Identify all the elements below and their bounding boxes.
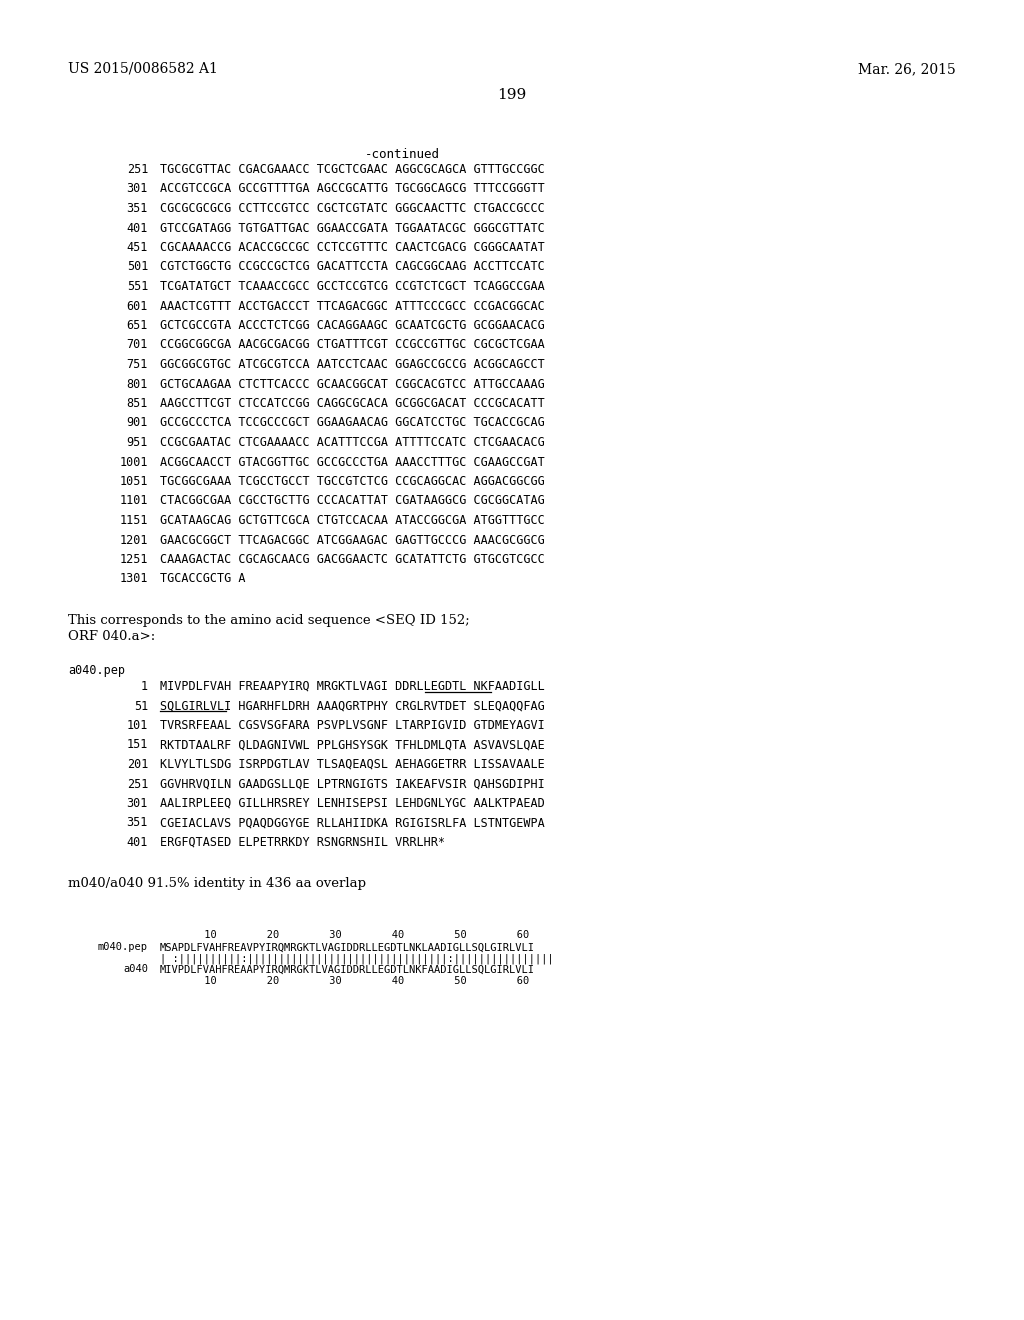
Text: 1151: 1151 xyxy=(120,513,148,527)
Text: 951: 951 xyxy=(127,436,148,449)
Text: 651: 651 xyxy=(127,319,148,333)
Text: 251: 251 xyxy=(127,162,148,176)
Text: SQLGIRLVLI HGARHFLDRH AAAQGRTPHY CRGLRVTDET SLEQAQQFAG: SQLGIRLVLI HGARHFLDRH AAAQGRTPHY CRGLRVT… xyxy=(160,700,545,713)
Text: 451: 451 xyxy=(127,242,148,253)
Text: GTCCGATAGG TGTGATTGAC GGAACCGATA TGGAATACGC GGGCGTTATC: GTCCGATAGG TGTGATTGAC GGAACCGATA TGGAATA… xyxy=(160,222,545,235)
Text: 351: 351 xyxy=(127,202,148,215)
Text: GAACGCGGCT TTCAGACGGC ATCGGAAGAC GAGTTGCCCG AAACGCGGCG: GAACGCGGCT TTCAGACGGC ATCGGAAGAC GAGTTGC… xyxy=(160,533,545,546)
Text: 351: 351 xyxy=(127,817,148,829)
Text: AAACTCGTTT ACCTGACCCT TTCAGACGGC ATTTCCCGCC CCGACGGCAC: AAACTCGTTT ACCTGACCCT TTCAGACGGC ATTTCCC… xyxy=(160,300,545,313)
Text: 401: 401 xyxy=(127,836,148,849)
Text: CGCGCGCGCG CCTTCCGTCC CGCTCGTATC GGGCAACTTC CTGACCGCCC: CGCGCGCGCG CCTTCCGTCC CGCTCGTATC GGGCAAC… xyxy=(160,202,545,215)
Text: ERGFQTASED ELPETRRKDY RSNGRNSHIL VRRLHR*: ERGFQTASED ELPETRRKDY RSNGRNSHIL VRRLHR* xyxy=(160,836,445,849)
Text: 201: 201 xyxy=(127,758,148,771)
Text: CTACGGCGAA CGCCTGCTTG CCCACATTAT CGATAAGGCG CGCGGCATAG: CTACGGCGAA CGCCTGCTTG CCCACATTAT CGATAAG… xyxy=(160,495,545,507)
Text: 251: 251 xyxy=(127,777,148,791)
Text: 301: 301 xyxy=(127,797,148,810)
Text: 1251: 1251 xyxy=(120,553,148,566)
Text: GCTGCAAGAA CTCTTCACCC GCAACGGCAT CGGCACGTCC ATTGCCAAAG: GCTGCAAGAA CTCTTCACCC GCAACGGCAT CGGCACG… xyxy=(160,378,545,391)
Text: 1101: 1101 xyxy=(120,495,148,507)
Text: ORF 040.a>:: ORF 040.a>: xyxy=(68,630,156,643)
Text: 751: 751 xyxy=(127,358,148,371)
Text: MIVPDLFVAH FREAAPYIRQ MRGKTLVAGI DDRLLEGDTL NKFAADIGLL: MIVPDLFVAH FREAAPYIRQ MRGKTLVAGI DDRLLEG… xyxy=(160,680,545,693)
Text: 1201: 1201 xyxy=(120,533,148,546)
Text: a040.pep: a040.pep xyxy=(68,664,125,677)
Text: RKTDTAALRF QLDAGNIVWL PPLGHSYSGK TFHLDMLQTA ASVAVSLQAE: RKTDTAALRF QLDAGNIVWL PPLGHSYSGK TFHLDML… xyxy=(160,738,545,751)
Text: GGVHRVQILN GAADGSLLQE LPTRNGIGTS IAKEAFVSIR QAHSGDIPHI: GGVHRVQILN GAADGSLLQE LPTRNGIGTS IAKEAFV… xyxy=(160,777,545,791)
Text: TGCGCGTTAC CGACGAAACC TCGCTCGAAC AGGCGCAGCA GTTTGCCGGC: TGCGCGTTAC CGACGAAACC TCGCTCGAAC AGGCGCA… xyxy=(160,162,545,176)
Text: Mar. 26, 2015: Mar. 26, 2015 xyxy=(858,62,956,77)
Text: 151: 151 xyxy=(127,738,148,751)
Text: CGEIACLAVS PQAQDGGYGE RLLAHIIDKA RGIGISRLFA LSTNTGEWPA: CGEIACLAVS PQAQDGGYGE RLLAHIIDKA RGIGISR… xyxy=(160,817,545,829)
Text: CCGCGAATAC CTCGAAAACC ACATTTCCGA ATTTTCCATC CTCGAACACG: CCGCGAATAC CTCGAAAACC ACATTTCCGA ATTTTCC… xyxy=(160,436,545,449)
Text: 851: 851 xyxy=(127,397,148,411)
Text: | :||||||||||:||||||||||||||||||||||||||||||||:||||||||||||||||: | :||||||||||:||||||||||||||||||||||||||… xyxy=(160,953,554,964)
Text: KLVYLTLSDG ISRPDGTLAV TLSAQEAQSL AEHAGGETRR LISSAVAALE: KLVYLTLSDG ISRPDGTLAV TLSAQEAQSL AEHAGGE… xyxy=(160,758,545,771)
Text: 701: 701 xyxy=(127,338,148,351)
Text: GCATAAGCAG GCTGTTCGCA CTGTCCACAA ATACCGGCGA ATGGTTTGCC: GCATAAGCAG GCTGTTCGCA CTGTCCACAA ATACCGG… xyxy=(160,513,545,527)
Text: This corresponds to the amino acid sequence <SEQ ID 152;: This corresponds to the amino acid seque… xyxy=(68,614,470,627)
Text: GGCGGCGTGC ATCGCGTCCA AATCCTCAAC GGAGCCGCCG ACGGCAGCCT: GGCGGCGTGC ATCGCGTCCA AATCCTCAAC GGAGCCG… xyxy=(160,358,545,371)
Text: TVRSRFEAAL CGSVSGFARA PSVPLVSGNF LTARPIGVID GTDMEYAGVI: TVRSRFEAAL CGSVSGFARA PSVPLVSGNF LTARPIG… xyxy=(160,719,545,733)
Text: 551: 551 xyxy=(127,280,148,293)
Text: 10        20        30        40        50        60: 10 20 30 40 50 60 xyxy=(148,975,529,986)
Text: CAAAGACTAC CGCAGCAACG GACGGAACTC GCATATTCTG GTGCGTCGCC: CAAAGACTAC CGCAGCAACG GACGGAACTC GCATATT… xyxy=(160,553,545,566)
Text: TGCACCGCTG A: TGCACCGCTG A xyxy=(160,573,246,586)
Text: 199: 199 xyxy=(498,88,526,102)
Text: CGCAAAACCG ACACCGCCGC CCTCCGTTTC CAACTCGACG CGGGCAATAT: CGCAAAACCG ACACCGCCGC CCTCCGTTTC CAACTCG… xyxy=(160,242,545,253)
Text: 901: 901 xyxy=(127,417,148,429)
Text: TGCGGCGAAA TCGCCTGCCT TGCCGTCTCG CCGCAGGCAC AGGACGGCGG: TGCGGCGAAA TCGCCTGCCT TGCCGTCTCG CCGCAGG… xyxy=(160,475,545,488)
Text: 1001: 1001 xyxy=(120,455,148,469)
Text: CGTCTGGCTG CCGCCGCTCG GACATTCCTA CAGCGGCAAG ACCTTCCATC: CGTCTGGCTG CCGCCGCTCG GACATTCCTA CAGCGGC… xyxy=(160,260,545,273)
Text: 101: 101 xyxy=(127,719,148,733)
Text: GCCGCCCTCA TCCGCCCGCT GGAAGAACAG GGCATCCTGC TGCACCGCAG: GCCGCCCTCA TCCGCCCGCT GGAAGAACAG GGCATCC… xyxy=(160,417,545,429)
Text: 10        20        30        40        50        60: 10 20 30 40 50 60 xyxy=(148,929,529,940)
Text: -continued: -continued xyxy=(365,148,440,161)
Text: 1051: 1051 xyxy=(120,475,148,488)
Text: ACCGTCCGCA GCCGTTTTGA AGCCGCATTG TGCGGCAGCG TTTCCGGGTT: ACCGTCCGCA GCCGTTTTGA AGCCGCATTG TGCGGCA… xyxy=(160,182,545,195)
Text: ACGGCAACCT GTACGGTTGC GCCGCCCTGA AAACCTTTGC CGAAGCCGAT: ACGGCAACCT GTACGGTTGC GCCGCCCTGA AAACCTT… xyxy=(160,455,545,469)
Text: AALIRPLEEQ GILLHRSREY LENHISEPSI LEHDGNLYGC AALKTPAEAD: AALIRPLEEQ GILLHRSREY LENHISEPSI LEHDGNL… xyxy=(160,797,545,810)
Text: MIVPDLFVAHFREAAPYIRQMRGKTLVAGIDDRLLEGDTLNKFAADIGLLSQLGIRLVLI: MIVPDLFVAHFREAAPYIRQMRGKTLVAGIDDRLLEGDTL… xyxy=(160,965,535,974)
Text: US 2015/0086582 A1: US 2015/0086582 A1 xyxy=(68,62,218,77)
Text: m040.pep: m040.pep xyxy=(98,942,148,953)
Text: 1: 1 xyxy=(141,680,148,693)
Text: GCTCGCCGTA ACCCTCTCGG CACAGGAAGC GCAATCGCTG GCGGAACACG: GCTCGCCGTA ACCCTCTCGG CACAGGAAGC GCAATCG… xyxy=(160,319,545,333)
Text: 601: 601 xyxy=(127,300,148,313)
Text: 401: 401 xyxy=(127,222,148,235)
Text: TCGATATGCT TCAAACCGCC GCCTCCGTCG CCGTCTCGCT TCAGGCCGAA: TCGATATGCT TCAAACCGCC GCCTCCGTCG CCGTCTC… xyxy=(160,280,545,293)
Text: m040/a040 91.5% identity in 436 aa overlap: m040/a040 91.5% identity in 436 aa overl… xyxy=(68,878,366,891)
Text: 1301: 1301 xyxy=(120,573,148,586)
Text: AAGCCTTCGT CTCCATCCGG CAGGCGCACA GCGGCGACAT CCCGCACATT: AAGCCTTCGT CTCCATCCGG CAGGCGCACA GCGGCGA… xyxy=(160,397,545,411)
Text: CCGGCGGCGA AACGCGACGG CTGATTTCGT CCGCCGTTGC CGCGCTCGAA: CCGGCGGCGA AACGCGACGG CTGATTTCGT CCGCCGT… xyxy=(160,338,545,351)
Text: 51: 51 xyxy=(134,700,148,713)
Text: 301: 301 xyxy=(127,182,148,195)
Text: a040: a040 xyxy=(123,965,148,974)
Text: MSAPDLFVAHFREAVPYIRQMRGKTLVAGIDDRLLEGDTLNKLAADIGLLSQLGIRLVLI: MSAPDLFVAHFREAVPYIRQMRGKTLVAGIDDRLLEGDTL… xyxy=(160,942,535,953)
Text: 501: 501 xyxy=(127,260,148,273)
Text: 801: 801 xyxy=(127,378,148,391)
